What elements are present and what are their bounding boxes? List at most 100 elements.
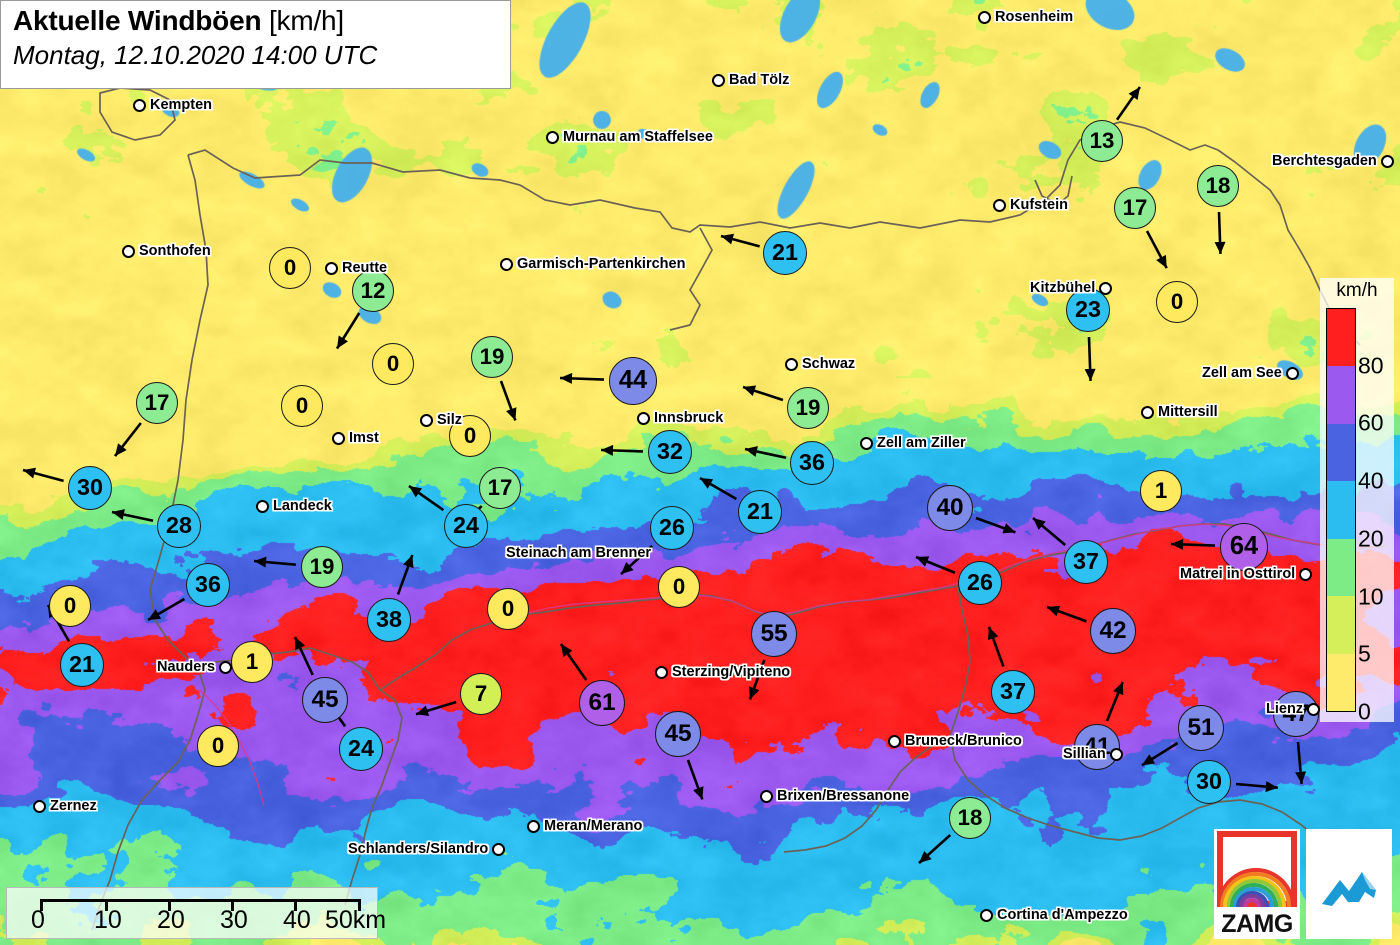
rainbow-arc-7 [1239, 894, 1265, 907]
wind-station-marker[interactable]: 45 [302, 677, 348, 723]
wind-station-marker[interactable]: 21 [763, 231, 807, 275]
wind-station-marker[interactable]: 0 [372, 343, 414, 385]
wind-station-marker[interactable]: 0 [1156, 281, 1198, 323]
city-marker-icon [1285, 366, 1299, 380]
wind-station-marker[interactable]: 21 [60, 643, 104, 687]
wind-station-marker[interactable]: 12 [352, 270, 394, 312]
wind-station-marker[interactable]: 51 [1178, 705, 1224, 751]
wind-station-marker[interactable]: 0 [487, 588, 529, 630]
wind-station-marker[interactable]: 36 [186, 563, 230, 607]
wind-gust-value: 32 [657, 438, 683, 465]
wind-station-marker[interactable]: 37 [1064, 540, 1108, 584]
wind-station-marker[interactable]: 21 [738, 490, 782, 534]
city-label: Steinach am Brenner [506, 545, 651, 561]
city-name: Berchtesgaden [1272, 153, 1377, 169]
city-marker-icon [785, 357, 798, 371]
title-main: Aktuelle Windböen [13, 5, 262, 36]
scale-label-0: 0 [31, 906, 45, 934]
wind-station-marker[interactable]: 0 [269, 247, 311, 289]
city-marker-icon [527, 819, 540, 833]
wind-station-marker[interactable]: 26 [650, 506, 694, 550]
wind-station-marker[interactable]: 44 [609, 357, 657, 405]
wind-station-marker[interactable]: 45 [655, 711, 701, 757]
wind-gust-value: 38 [376, 606, 402, 633]
wind-station-marker[interactable]: 64 [1220, 523, 1268, 571]
wind-station-marker[interactable]: 28 [157, 504, 201, 548]
city-name: Meran/Merano [544, 818, 643, 834]
wind-gust-value: 18 [957, 804, 983, 830]
wind-station-marker[interactable]: 1 [1140, 470, 1182, 512]
wind-station-marker[interactable]: 0 [49, 585, 91, 627]
wind-direction-arrow [1133, 217, 1181, 282]
wind-station-marker[interactable]: 0 [281, 385, 323, 427]
wind-station-marker[interactable]: 19 [787, 387, 829, 429]
wind-station-marker[interactable]: 26 [958, 561, 1002, 605]
wind-direction-arrow [1222, 770, 1292, 802]
color-legend: km/h 80 60 40 20 10 5 0 [1320, 278, 1396, 725]
wind-station-marker[interactable]: 36 [790, 441, 834, 485]
wind-station-marker[interactable]: 61 [579, 680, 625, 726]
title-datetime: Montag, 12.10.2020 14:00 UTC [13, 40, 378, 70]
city-label: Nauders [157, 659, 233, 675]
city-marker-icon [712, 73, 725, 87]
wind-station-marker[interactable]: 18 [949, 797, 991, 839]
wind-gust-value: 40 [936, 493, 964, 521]
city-marker-icon [500, 257, 513, 271]
legend-tick-20: 20 [1358, 525, 1384, 552]
city-label: Reutte [325, 260, 387, 276]
wind-station-marker[interactable]: 17 [136, 382, 178, 424]
city-name: Bad Tölz [729, 72, 790, 88]
wind-station-marker[interactable]: 19 [301, 546, 343, 588]
scale-label-1: 10 [94, 906, 122, 934]
wind-station-marker[interactable]: 23 [1066, 288, 1110, 332]
wind-station-marker[interactable]: 55 [751, 611, 797, 657]
wind-station-marker[interactable]: 18 [1197, 165, 1239, 207]
wind-station-marker[interactable]: 19 [471, 336, 513, 378]
wind-gust-value: 12 [360, 277, 386, 303]
wind-station-marker[interactable]: 38 [367, 598, 411, 642]
city-name: Murnau am Staffelsee [563, 129, 713, 145]
city-label: Rosenheim [978, 9, 1073, 25]
wind-station-marker[interactable]: 42 [1090, 608, 1136, 654]
wind-station-marker[interactable]: 37 [991, 670, 1035, 714]
wind-gust-value: 19 [795, 394, 821, 420]
legend-band-5 [1327, 596, 1355, 654]
wind-gust-value: 17 [144, 389, 170, 415]
wind-gust-value: 17 [1122, 194, 1148, 220]
city-label: Sonthofen [122, 243, 211, 259]
wind-station-marker[interactable]: 0 [449, 415, 491, 457]
wind-station-marker[interactable]: 32 [648, 430, 692, 474]
wind-station-marker[interactable]: 30 [1187, 760, 1231, 804]
wind-station-marker[interactable]: 24 [444, 504, 488, 548]
wind-station-marker[interactable]: 0 [197, 725, 239, 767]
city-name: Landeck [273, 498, 332, 514]
wind-station-marker[interactable]: 1 [231, 641, 273, 683]
wind-gust-value: 13 [1089, 127, 1115, 153]
wind-gust-value: 28 [166, 512, 192, 539]
wind-station-marker[interactable]: 0 [658, 566, 700, 608]
wind-station-marker[interactable]: 17 [1114, 187, 1156, 229]
wind-gust-value: 36 [195, 571, 221, 598]
wind-direction-arrow [323, 299, 373, 363]
legend-tick-labels: 80 60 40 20 10 5 0 [1356, 308, 1396, 724]
wind-station-marker[interactable]: 40 [927, 485, 973, 531]
wind-station-marker[interactable]: 30 [68, 466, 112, 510]
city-name: Steinach am Brenner [506, 545, 652, 561]
city-label: Sterzing/Vipiteno [655, 664, 790, 680]
city-label: Mittersill [1141, 404, 1218, 420]
city-marker-icon [256, 499, 269, 513]
scale-label-5: 50km [325, 906, 387, 934]
city-marker-icon [760, 789, 773, 803]
wind-gust-value: 17 [487, 474, 513, 500]
city-name: Mittersill [1158, 404, 1218, 420]
wind-station-marker[interactable]: 24 [339, 727, 383, 771]
city-marker-icon [492, 842, 506, 856]
wind-gust-value: 64 [1229, 532, 1259, 561]
wind-station-marker[interactable]: 13 [1081, 120, 1123, 162]
wind-station-marker[interactable]: 7 [460, 673, 502, 715]
wind-direction-arrow [1075, 323, 1105, 395]
legend-color-bar [1326, 308, 1356, 712]
wind-station-marker[interactable]: 17 [479, 467, 521, 509]
city-name: Nauders [157, 659, 216, 675]
